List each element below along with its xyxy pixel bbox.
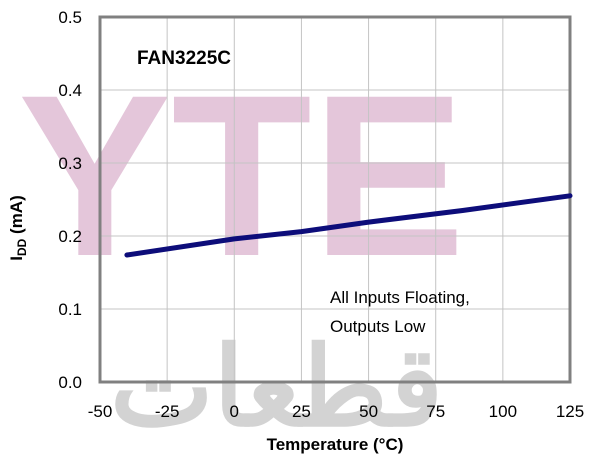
y-tick-labels: 0.0 0.1 0.2 0.3 0.4 0.5: [58, 8, 82, 392]
x-tick-label: -50: [88, 402, 113, 421]
condition-line-1: All Inputs Floating,: [330, 288, 470, 307]
x-tick-label: 50: [359, 402, 378, 421]
y-axis-title-sub: DD: [15, 238, 29, 256]
y-tick-label: 0.1: [58, 300, 82, 319]
y-tick-label: 0.5: [58, 8, 82, 27]
x-axis-title: Temperature (°C): [267, 435, 404, 454]
y-axis-title-main: I: [7, 256, 26, 261]
y-axis-title: IDD (mA): [7, 195, 29, 261]
part-label: FAN3225C: [137, 48, 231, 69]
series-line-idd: [124, 193, 573, 258]
watermark: YTE قطعات: [18, 47, 465, 449]
grid-lines: [100, 17, 570, 382]
condition-line-2: Outputs Low: [330, 317, 426, 336]
series-layer: [124, 193, 573, 258]
y-axis-title-unit: (mA): [7, 195, 26, 238]
x-tick-label: 75: [426, 402, 445, 421]
watermark-arabic: قطعات: [110, 326, 443, 449]
y-tick-label: 0.0: [58, 373, 82, 392]
watermark-latin: YTE: [18, 47, 465, 304]
x-tick-labels: -50 -25 0 25 50 75 100 125: [88, 402, 584, 421]
plot-frame: [98, 15, 572, 384]
x-tick-label: 125: [556, 402, 584, 421]
x-tick-label: -25: [155, 402, 180, 421]
x-tick-label: 100: [489, 402, 517, 421]
y-tick-label: 0.4: [58, 81, 82, 100]
x-tick-label: 0: [230, 402, 239, 421]
y-tick-label: 0.3: [58, 154, 82, 173]
x-tick-label: 25: [292, 402, 311, 421]
y-tick-label: 0.2: [58, 227, 82, 246]
